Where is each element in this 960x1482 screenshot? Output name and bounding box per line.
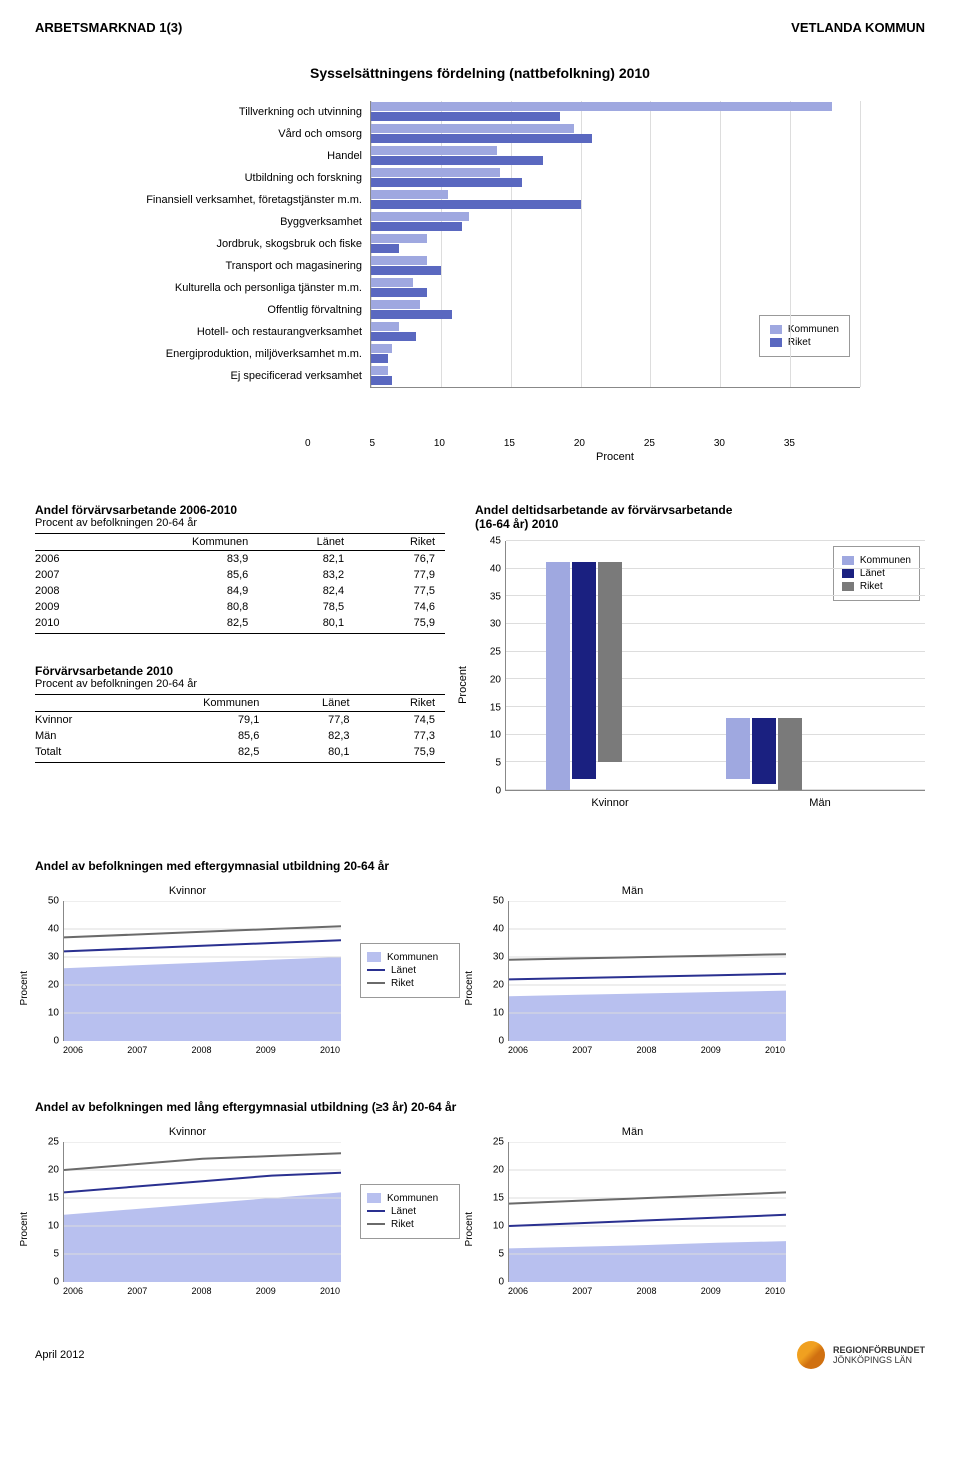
- header-right: VETLANDA KOMMUN: [791, 20, 925, 35]
- hbar-category-label: Byggverksamhet: [100, 211, 362, 233]
- edu-legend: KommunenLänetRiket: [360, 1184, 460, 1239]
- hbar-category-label: Kulturella och personliga tjänster m.m.: [100, 277, 362, 299]
- main-title: Sysselsättningens fördelning (nattbefolk…: [35, 65, 925, 81]
- edu-legend: KommunenLänetRiket: [360, 943, 460, 998]
- gbar-legend-l: Länet: [860, 568, 885, 579]
- employment-distribution-chart: Tillverkning och utvinningVård och omsor…: [100, 101, 860, 388]
- edu-panel: MänProcent051015202520062007200820092010: [480, 1126, 785, 1296]
- table2-subtitle: Procent av befolkningen 20-64 år: [35, 678, 445, 690]
- table2-title: Förvärvsarbetande 2010: [35, 664, 445, 678]
- footer-logo: REGIONFÖRBUNDET JÖNKÖPINGS LÄN: [797, 1341, 925, 1369]
- hbar-category-label: Energiproduktion, miljöverksamhet m.m.: [100, 343, 362, 365]
- table1-title: Andel förvärvsarbetande 2006-2010: [35, 503, 445, 517]
- gbar-subtitle: (16-64 år) 2010: [475, 517, 925, 531]
- hbar-category-label: Tillverkning och utvinning: [100, 101, 362, 123]
- footer-org1: REGIONFÖRBUNDET: [833, 1345, 925, 1355]
- edu2-title: Andel av befolkningen med lång eftergymn…: [35, 1100, 925, 1114]
- hbar-category-label: Utbildning och forskning: [100, 167, 362, 189]
- edu-panel: KvinnorProcent01020304050200620072008200…: [35, 885, 340, 1055]
- table-forvarvs-2006-2010: Andel förvärvsarbetande 2006-2010 Procen…: [35, 503, 445, 634]
- header-left: ARBETSMARKNAD 1(3): [35, 20, 182, 35]
- gbar-legend: Kommunen Länet Riket: [833, 546, 920, 601]
- hbar-category-label: Hotell- och restaurangverksamhet: [100, 321, 362, 343]
- parttime-chart: Procent 051015202530354045 Kommunen Läne…: [475, 541, 925, 791]
- gbar-title: Andel deltidsarbetande av förvärvsarbeta…: [475, 503, 925, 517]
- table1-subtitle: Procent av befolkningen 20-64 år: [35, 517, 445, 529]
- table-forvarvs-2010: Förvärvsarbetande 2010 Procent av befolk…: [35, 664, 445, 763]
- edu1-title: Andel av befolkningen med eftergymnasial…: [35, 859, 925, 873]
- hbar-category-label: Transport och magasinering: [100, 255, 362, 277]
- hbar-category-label: Jordbruk, skogsbruk och fiske: [100, 233, 362, 255]
- hbar-category-label: Ej specificerad verksamhet: [100, 365, 362, 387]
- hbar-category-label: Handel: [100, 145, 362, 167]
- gbar-legend-k: Kommunen: [860, 555, 911, 566]
- hbar-category-label: Offentlig förvaltning: [100, 299, 362, 321]
- hbar-category-label: Vård och omsorg: [100, 123, 362, 145]
- hbar-category-label: Finansiell verksamhet, företagstjänster …: [100, 189, 362, 211]
- edu-panel: KvinnorProcent05101520252006200720082009…: [35, 1126, 340, 1296]
- logo-icon: [797, 1341, 825, 1369]
- footer-date: April 2012: [35, 1349, 85, 1361]
- footer-org2: JÖNKÖPINGS LÄN: [833, 1355, 925, 1365]
- gbar-legend-r: Riket: [860, 581, 883, 592]
- gbar-ylabel: Procent: [457, 666, 469, 704]
- hbar-xlabel: Procent: [305, 451, 925, 463]
- edu-panel: MänProcent010203040502006200720082009201…: [480, 885, 785, 1055]
